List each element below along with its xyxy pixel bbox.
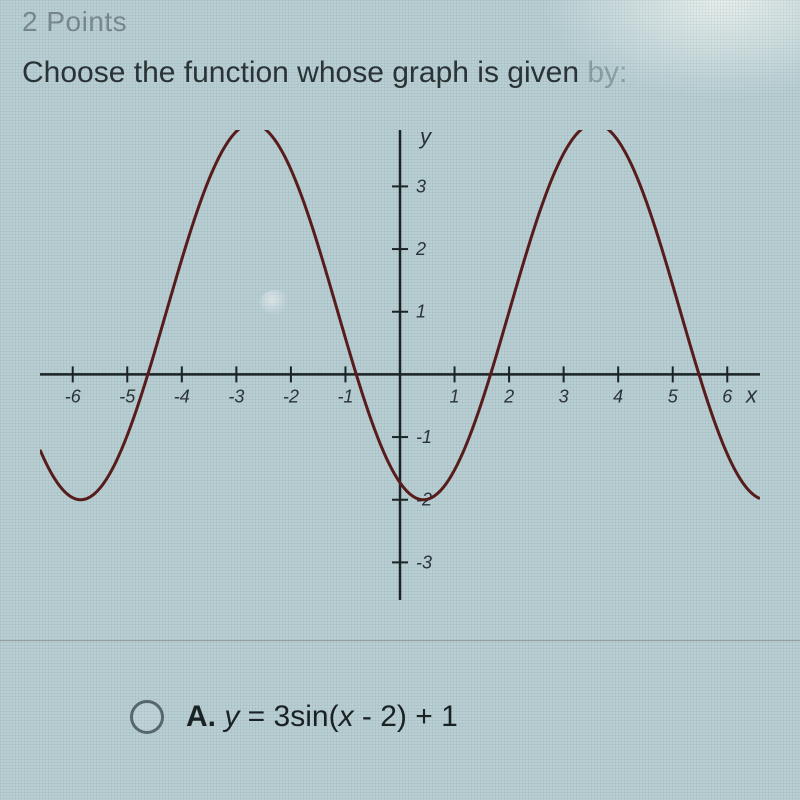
x-tick-label: -2 — [283, 386, 299, 406]
x-tick-label: 3 — [559, 386, 569, 406]
y-tick-label: -3 — [416, 552, 432, 572]
option-x: x — [339, 700, 354, 733]
x-tick-label: -6 — [65, 386, 82, 406]
points-label: 2 Points — [22, 6, 127, 38]
y-axis-label: y — [418, 130, 433, 149]
section-divider — [0, 640, 800, 642]
x-axis-label: x — [745, 382, 758, 407]
radio-unchecked-icon[interactable] — [130, 700, 164, 734]
option-a-label: A. y = 3sin(x - 2) + 1 — [186, 700, 458, 734]
x-tick-label: -3 — [228, 386, 244, 406]
chart-svg: -6-5-4-3-2-1123456-3-2-1123yx — [40, 130, 760, 600]
x-tick-label: -1 — [337, 386, 353, 406]
question-text: Choose the function whose graph is given… — [22, 56, 627, 90]
x-tick-label: 6 — [722, 386, 733, 406]
x-tick-label: -5 — [119, 386, 136, 406]
y-tick-label: 1 — [416, 302, 426, 322]
answer-option-a[interactable]: A. y = 3sin(x - 2) + 1 — [130, 700, 458, 734]
question-trail: by: — [587, 56, 627, 89]
option-tail: - 2) + 1 — [354, 700, 458, 733]
question-main: Choose the function whose graph is given — [22, 56, 587, 89]
option-letter: A. — [186, 700, 216, 733]
y-tick-label: 3 — [416, 176, 426, 196]
x-tick-label: 5 — [668, 386, 679, 406]
x-tick-label: 1 — [450, 386, 460, 406]
option-eq: = 3sin( — [239, 700, 338, 733]
y-tick-label: -1 — [416, 427, 432, 447]
x-tick-label: 4 — [613, 386, 623, 406]
x-tick-label: 2 — [503, 386, 514, 406]
x-tick-label: -4 — [174, 386, 190, 406]
option-y: y — [224, 700, 239, 733]
function-graph: -6-5-4-3-2-1123456-3-2-1123yx — [40, 130, 760, 600]
y-tick-label: 2 — [415, 239, 426, 259]
